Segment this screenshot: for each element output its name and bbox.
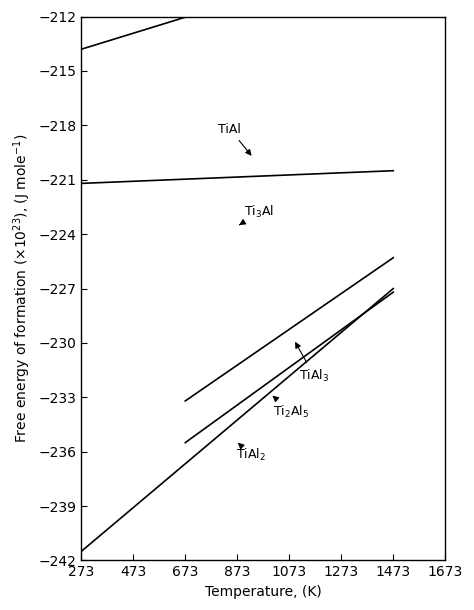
Text: TiAl: TiAl <box>218 123 251 155</box>
X-axis label: Temperature, (K): Temperature, (K) <box>205 585 322 599</box>
Y-axis label: Free energy of formation ($\times$10$^{23}$), (J mole$^{-1}$): Free energy of formation ($\times$10$^{2… <box>11 134 33 443</box>
Text: Ti$_2$Al$_5$: Ti$_2$Al$_5$ <box>273 396 309 420</box>
Text: TiAl$_2$: TiAl$_2$ <box>237 443 266 464</box>
Text: Ti$_3$Al: Ti$_3$Al <box>239 204 274 224</box>
Text: TiAl$_3$: TiAl$_3$ <box>296 343 329 384</box>
